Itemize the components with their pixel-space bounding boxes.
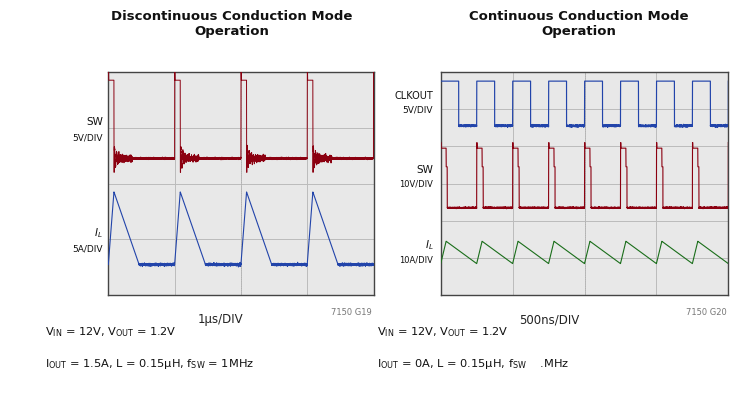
Text: I$_{\rm OUT}$ = 0A, L = 0.15μH, f$_{\rm SW}$    .MHz: I$_{\rm OUT}$ = 0A, L = 0.15μH, f$_{\rm …	[377, 357, 569, 371]
Text: 10V/DIV: 10V/DIV	[400, 179, 433, 188]
Text: $I_L$: $I_L$	[424, 239, 433, 252]
Text: SW: SW	[86, 117, 103, 127]
Text: Discontinuous Conduction Mode
Operation: Discontinuous Conduction Mode Operation	[111, 10, 353, 38]
Text: Continuous Conduction Mode
Operation: Continuous Conduction Mode Operation	[469, 10, 689, 38]
Text: 5A/DIV: 5A/DIV	[72, 245, 103, 254]
Text: 7150 G19: 7150 G19	[330, 308, 371, 317]
Text: $I_L$: $I_L$	[94, 227, 103, 240]
Text: 10A/DIV: 10A/DIV	[400, 256, 433, 265]
Text: V$_{\rm IN}$ = 12V, V$_{\rm OUT}$ = 1.2V: V$_{\rm IN}$ = 12V, V$_{\rm OUT}$ = 1.2V	[45, 325, 176, 339]
Text: I$_{\rm OUT}$ = 1.5A, L = 0.15μH, f$_{\rm SW}$ = 1MHz: I$_{\rm OUT}$ = 1.5A, L = 0.15μH, f$_{\r…	[45, 357, 254, 371]
Text: CLKOUT: CLKOUT	[394, 91, 433, 101]
Text: SW: SW	[416, 164, 433, 175]
Text: 7150 G20: 7150 G20	[686, 308, 727, 317]
Text: 500ns/DIV: 500ns/DIV	[519, 313, 579, 326]
Text: V$_{\rm IN}$ = 12V, V$_{\rm OUT}$ = 1.2V: V$_{\rm IN}$ = 12V, V$_{\rm OUT}$ = 1.2V	[377, 325, 509, 339]
Text: 1μs/DIV: 1μs/DIV	[197, 313, 244, 326]
Text: 5V/DIV: 5V/DIV	[403, 105, 433, 114]
Text: 5V/DIV: 5V/DIV	[72, 133, 103, 142]
